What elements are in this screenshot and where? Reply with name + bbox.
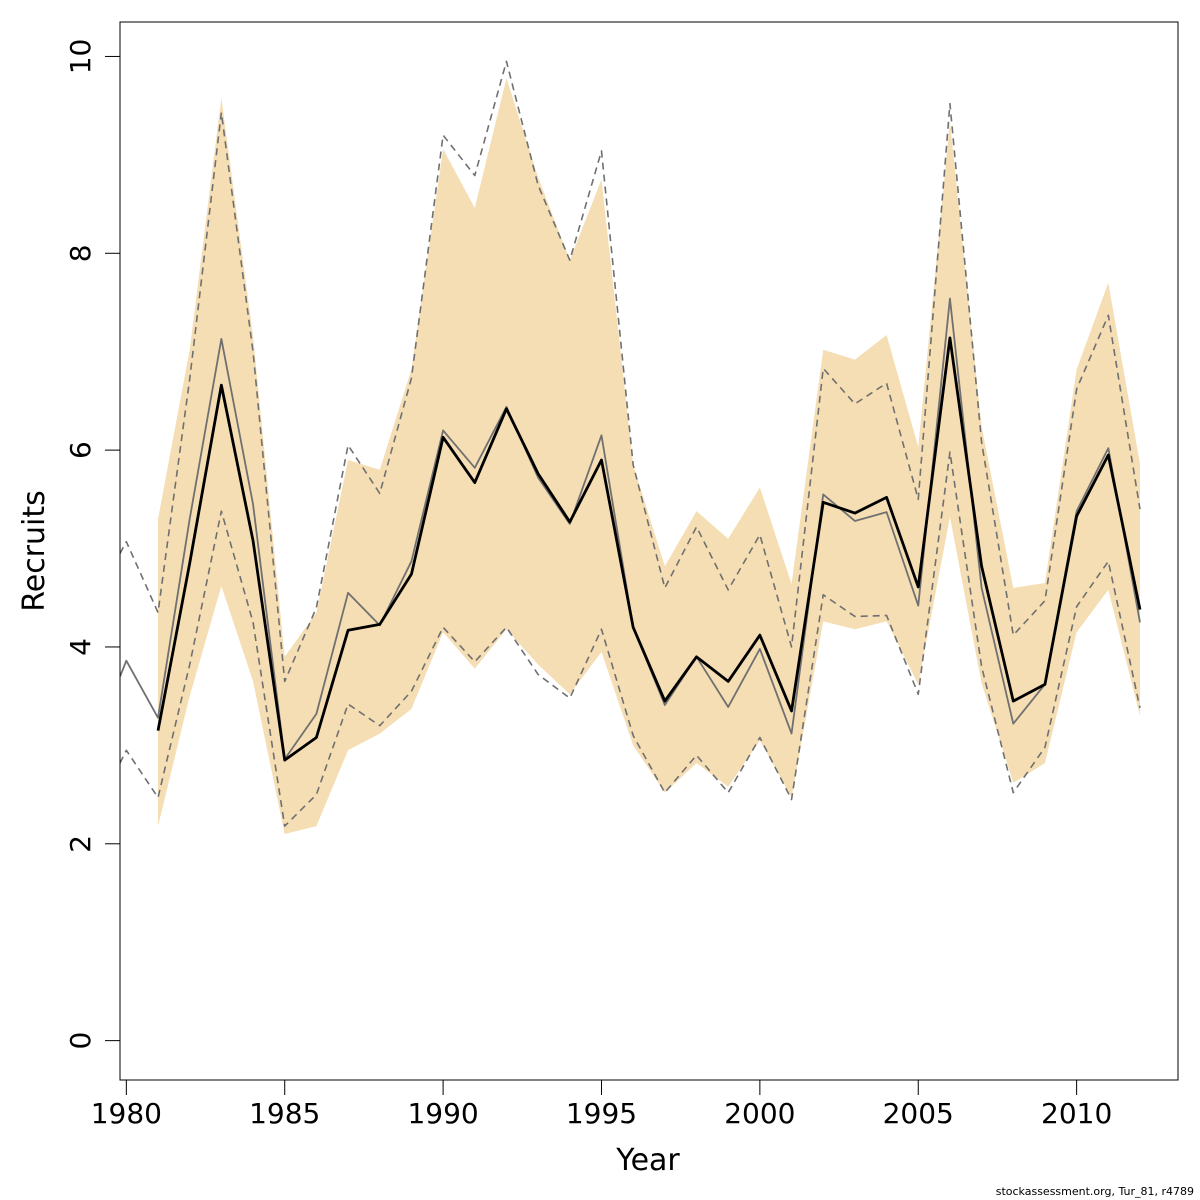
x-axis: 1980 1985 1990 1995 2000 2005 2010 xyxy=(91,1079,1112,1130)
x-tick-label: 1985 xyxy=(249,1097,320,1130)
y-axis: 0 2 4 6 8 10 xyxy=(64,39,121,1050)
y-tick-label: 2 xyxy=(64,835,97,853)
x-tick-label: 1980 xyxy=(91,1097,162,1130)
y-tick-label: 0 xyxy=(64,1032,97,1050)
y-tick-label: 4 xyxy=(64,638,97,656)
x-axis-title: Year xyxy=(615,1143,680,1178)
y-tick-label: 10 xyxy=(64,39,97,75)
y-tick-label: 8 xyxy=(64,244,97,262)
x-tick-label: 1995 xyxy=(566,1097,637,1130)
recruits-estimate-line xyxy=(156,336,1142,762)
x-tick-label: 1990 xyxy=(407,1097,478,1130)
x-tick-label: 2010 xyxy=(1041,1097,1112,1130)
y-tick-label: 6 xyxy=(64,441,97,459)
x-tick-label: 2000 xyxy=(724,1097,795,1130)
previous-upper-dashed-line xyxy=(120,60,1141,683)
confidence-band xyxy=(158,78,1140,834)
x-tick-label: 2005 xyxy=(883,1097,954,1130)
y-axis-title: Recruits xyxy=(17,490,52,612)
credit-text: stockassessment.org, Tur_81, r4789 xyxy=(995,1185,1194,1198)
